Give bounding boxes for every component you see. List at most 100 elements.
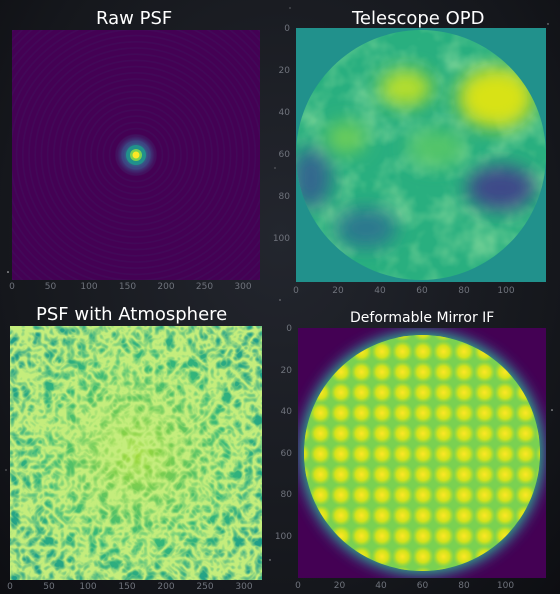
actuator-bump (391, 443, 414, 465)
x-tick-label: 100 (497, 286, 515, 296)
x-tick-label: 60 (416, 581, 429, 591)
actuator-bump (412, 484, 434, 506)
actuator-bump (350, 525, 373, 547)
actuator-bump (473, 484, 496, 506)
actuator-bump (391, 361, 414, 383)
actuator-bump (453, 402, 475, 424)
actuator-bump (412, 504, 434, 527)
y-tick-label: 40 (278, 108, 290, 118)
actuator-bump (391, 402, 414, 424)
actuator-bump (391, 422, 414, 445)
actuator-bump (514, 443, 537, 465)
actuator-bump (412, 422, 434, 445)
actuator-bump (432, 463, 455, 486)
actuator-bump (330, 504, 352, 527)
actuator-bump (453, 443, 475, 465)
y-tick-label: 80 (280, 490, 292, 500)
actuator-bump (309, 443, 332, 465)
x-tick-label: 250 (195, 282, 214, 292)
actuator-bump (432, 381, 455, 404)
y-tick-label: 60 (280, 448, 292, 459)
actuator-bump (330, 402, 352, 424)
actuator-bump (453, 504, 475, 527)
actuator-bump (391, 525, 414, 547)
x-tick-label: 20 (332, 286, 344, 296)
actuator-bump (330, 463, 352, 486)
actuator-bump (494, 381, 516, 404)
actuator-bump (371, 525, 393, 547)
actuator-bump (473, 443, 496, 465)
actuator-bump (391, 463, 414, 486)
x-tick-label: 100 (496, 581, 515, 591)
y-tick-label: 40 (280, 407, 292, 417)
actuator-bump (371, 484, 393, 506)
actuator-bump (371, 443, 393, 465)
actuator-bump (371, 402, 393, 424)
actuator-bump (432, 422, 455, 445)
x-tick-label: 80 (458, 581, 470, 591)
x-tick-label: 300 (234, 282, 252, 292)
psf-atmosphere-title: PSF with Atmosphere (36, 304, 228, 325)
y-tick-label: 0 (284, 24, 290, 34)
y-tick-label: 60 (278, 150, 290, 160)
actuator-bump (309, 463, 332, 486)
actuator-bump (350, 422, 373, 445)
actuator-bump (453, 381, 475, 404)
x-tick-label: 300 (235, 582, 253, 592)
actuator-bump (309, 484, 332, 506)
x-tick-label: 100 (79, 582, 97, 592)
y-tick-label: 20 (278, 66, 290, 76)
actuator-bump (304, 443, 311, 465)
psf-atmosphere-image (10, 326, 262, 580)
actuator-bump (514, 463, 537, 486)
actuator-bump (432, 484, 455, 506)
x-tick-label: 50 (43, 582, 55, 592)
y-tick-label: 20 (280, 365, 292, 376)
x-tick-label: 50 (44, 282, 57, 292)
actuator-bump (412, 525, 434, 547)
x-tick-label: 0 (9, 282, 15, 292)
actuator-bump (453, 463, 475, 486)
x-tick-label: 200 (157, 582, 175, 592)
actuator-bump (494, 484, 516, 506)
actuator-bump (350, 402, 373, 424)
actuator-bump (309, 402, 332, 424)
actuator-bump (391, 504, 414, 527)
actuator-bump (412, 340, 434, 363)
actuator-bump (371, 340, 393, 363)
actuator-bump (330, 381, 352, 404)
actuator-bump (473, 402, 496, 424)
x-tick-label: 150 (118, 582, 136, 592)
actuator-bump (432, 545, 455, 568)
actuator-bump (494, 504, 516, 527)
actuator-bump (391, 545, 414, 568)
y-tick-label: 100 (272, 234, 290, 244)
y-tick-label: 0 (286, 324, 292, 334)
x-tick-label: 100 (80, 282, 98, 292)
telescope-opd-image (296, 28, 546, 282)
actuator-bump (453, 422, 475, 445)
actuator-bump (371, 463, 393, 486)
actuator-bump (412, 545, 434, 568)
actuator-bump (432, 443, 455, 465)
x-tick-label: 0 (293, 286, 299, 296)
actuator-bump (412, 381, 434, 404)
actuator-bump (473, 361, 496, 383)
actuator-bump (453, 525, 475, 547)
actuator-bump (371, 422, 393, 445)
x-tick-label: 60 (416, 286, 428, 296)
x-tick-label: 0 (7, 582, 13, 592)
actuator-bump (412, 463, 434, 486)
actuator-bump (432, 340, 455, 363)
actuator-bump (432, 361, 455, 383)
raw-psf-title: Raw PSF (96, 8, 173, 29)
actuator-bump (391, 484, 414, 506)
actuator-bump (432, 525, 455, 547)
actuator-bump (453, 361, 475, 383)
actuator-bump (350, 504, 373, 527)
actuator-bump (494, 402, 516, 424)
actuator-bump (432, 504, 455, 527)
actuator-bump (473, 381, 496, 404)
actuator-bump (494, 422, 516, 445)
x-tick-label: 250 (196, 582, 214, 592)
